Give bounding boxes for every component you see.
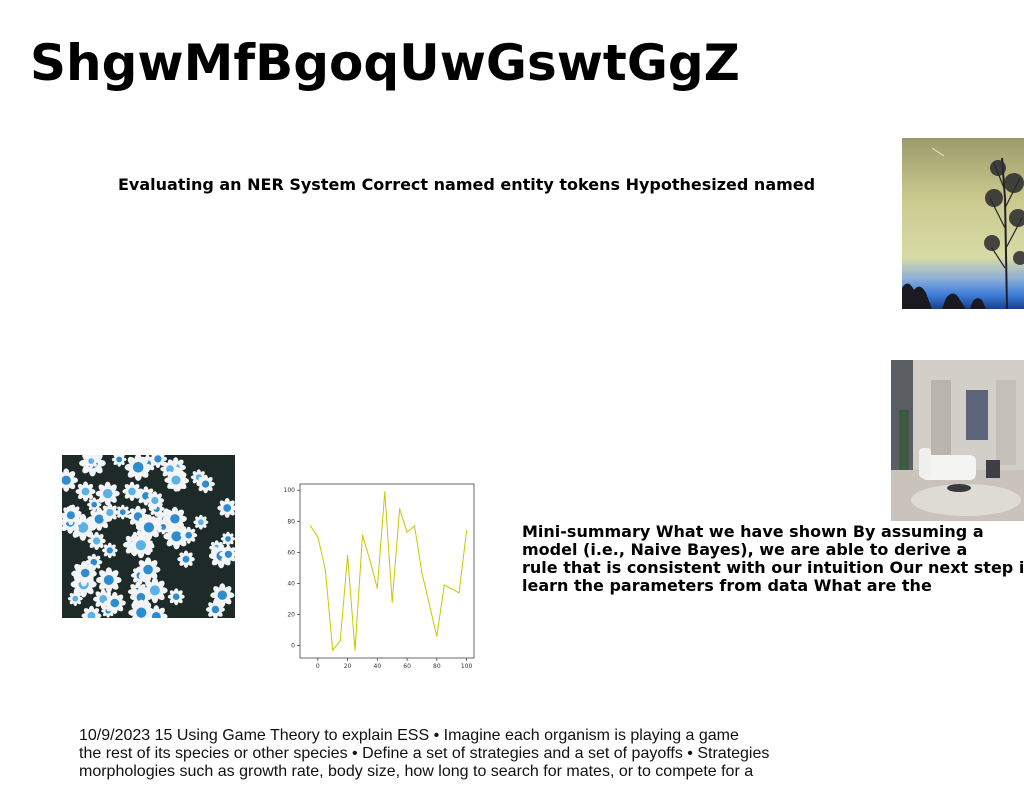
summary-line: Mini-summary What we have shown By assum… <box>522 522 984 541</box>
flower-shape <box>83 455 99 469</box>
data-point <box>324 568 326 570</box>
flower-shape <box>142 577 168 604</box>
flower-shape <box>162 506 187 531</box>
flower-shape <box>122 481 142 501</box>
flower-shape <box>62 505 82 526</box>
data-point <box>347 554 349 557</box>
y-tick-label: 40 <box>287 580 295 587</box>
flower-shape <box>96 567 122 593</box>
footer-line: the rest of its species or other species… <box>79 745 770 762</box>
footer-line: 10/9/2023 15 Using Game Theory to explai… <box>79 727 739 744</box>
x-tick-label: 20 <box>344 663 352 670</box>
data-point <box>458 592 460 594</box>
flower-shape <box>145 491 165 510</box>
flower-shape <box>193 514 209 530</box>
flower-shape <box>102 542 118 559</box>
flower-shape <box>177 550 195 568</box>
data-point <box>436 635 438 637</box>
data-point <box>339 640 341 642</box>
interior-photo <box>891 360 1024 521</box>
flower-shape <box>217 497 235 518</box>
mini-summary-text: Mini-summary What we have shown By assum… <box>522 522 1024 595</box>
flower-shape <box>196 474 215 494</box>
data-point <box>421 572 423 574</box>
slide-title: ShgwMfBgoqUwGswtGgZ <box>30 34 740 92</box>
flower-shape <box>75 481 96 502</box>
x-tick-label: 0 <box>316 663 320 670</box>
summary-line: learn the parameters from data What are … <box>522 576 932 595</box>
flower-shape <box>164 468 188 492</box>
flower-shape <box>205 599 225 618</box>
chart-frame <box>299 483 475 659</box>
flower-shape <box>95 481 120 506</box>
data-point <box>413 525 416 527</box>
flower-shape <box>100 503 119 522</box>
flower-shape <box>87 497 102 512</box>
x-tick-label: 60 <box>403 663 411 670</box>
flower-shape <box>62 468 78 492</box>
flower-shape <box>85 553 103 571</box>
flower-shape <box>135 557 161 582</box>
x-tick-label: 100 <box>461 663 473 670</box>
data-point <box>406 531 408 533</box>
footer-text: 10/9/2023 15 Using Game Theory to explai… <box>79 727 769 781</box>
data-point <box>384 491 386 493</box>
data-point <box>309 525 311 527</box>
slide-subtitle: Evaluating an NER System Correct named e… <box>118 175 816 194</box>
x-tick-label: 80 <box>433 663 441 670</box>
flower-shape <box>74 562 97 584</box>
data-point <box>369 559 371 561</box>
footer-line: morphologies such as growth rate, body s… <box>79 763 754 780</box>
x-tick-label: 40 <box>374 663 382 670</box>
summary-line: rule that is consistent with our intuiti… <box>522 558 1024 577</box>
flower-shape <box>180 526 198 544</box>
y-tick-label: 100 <box>284 487 296 494</box>
line-chart: 0 20 40 60 80 100 0 20 40 60 80 100 <box>282 478 478 674</box>
flowers-photo <box>62 455 235 618</box>
flower-shape <box>67 591 83 607</box>
flower-shape <box>111 455 127 467</box>
flower-shape <box>219 545 235 564</box>
data-point <box>443 584 445 586</box>
data-point <box>361 534 364 536</box>
data-point <box>391 601 393 603</box>
flower-shape <box>127 532 154 559</box>
flower-shape <box>145 605 168 618</box>
data-point <box>354 649 356 651</box>
series-line <box>309 491 468 652</box>
data-point <box>466 530 468 532</box>
flower-shape <box>124 455 152 481</box>
data-point <box>399 508 401 510</box>
y-tick-label: 80 <box>287 518 295 525</box>
y-tick-label: 0 <box>291 643 295 650</box>
flower-shape <box>163 523 190 550</box>
summary-line: model (i.e., Naive Bayes), we are able t… <box>522 540 968 559</box>
flower-shape <box>167 588 185 606</box>
y-tick-label: 60 <box>287 549 295 556</box>
data-point <box>317 536 319 538</box>
flower-shape <box>220 531 235 546</box>
flower-shape <box>103 591 126 614</box>
flower-shape <box>87 531 106 551</box>
flower-shape <box>81 605 102 618</box>
y-tick-label: 20 <box>287 612 295 619</box>
data-point <box>376 587 378 589</box>
data-point <box>332 649 334 651</box>
landscape-photo <box>902 138 1024 309</box>
